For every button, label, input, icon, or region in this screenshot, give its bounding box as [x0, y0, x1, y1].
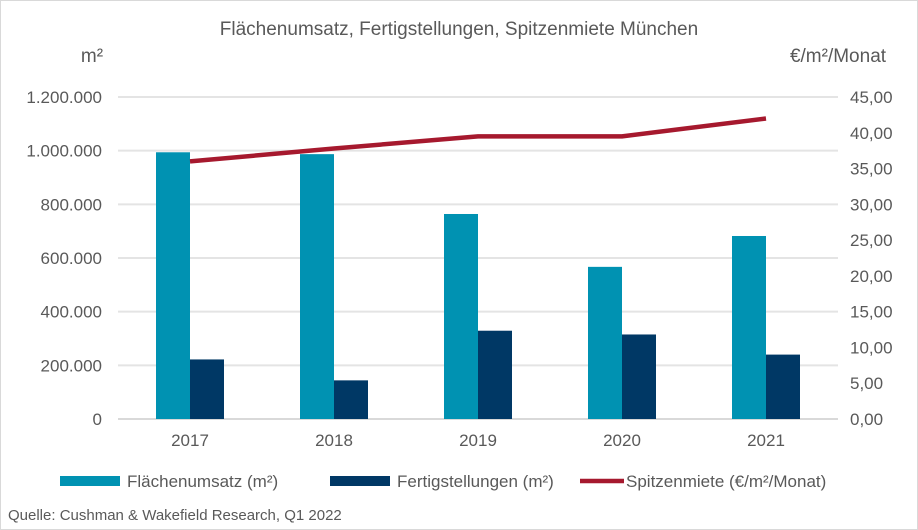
left-tick-label: 400.000 — [41, 303, 102, 322]
category-label: 2021 — [747, 431, 785, 450]
left-axis-label: m² — [81, 46, 103, 67]
bar-fertigstellungen-2019 — [478, 330, 512, 419]
left-tick-label: 200.000 — [41, 356, 102, 375]
category-label: 2019 — [459, 431, 497, 450]
legend-label: Fertigstellungen (m²) — [397, 472, 554, 491]
right-tick-label: 30,00 — [850, 195, 893, 214]
source-note: Quelle: Cushman & Wakefield Research, Q1… — [8, 507, 342, 524]
bar-fertigstellungen-2021 — [766, 354, 800, 419]
legend-swatch — [60, 476, 120, 486]
right-tick-label: 20,00 — [850, 267, 893, 286]
bar-fertigstellungen-2018 — [334, 380, 368, 419]
right-tick-label: 0,00 — [850, 410, 883, 429]
right-tick-label: 10,00 — [850, 338, 893, 357]
bar-flaechenumsatz-2018 — [300, 154, 334, 419]
left-tick-label: 1.000.000 — [26, 142, 102, 161]
line-spitzenmiete — [189, 116, 767, 164]
legend-label: Flächenumsatz (m²) — [127, 472, 278, 491]
legend-label: Spitzenmiete (€/m²/Monat) — [626, 472, 826, 491]
legend-swatch — [330, 476, 390, 486]
bar-fertigstellungen-2020 — [622, 334, 656, 419]
bar-flaechenumsatz-2017 — [156, 152, 190, 419]
category-label: 2017 — [171, 431, 209, 450]
left-tick-label: 600.000 — [41, 249, 102, 268]
right-tick-label: 15,00 — [850, 303, 893, 322]
right-tick-label: 5,00 — [850, 374, 883, 393]
right-axis-label: €/m²/Monat — [790, 46, 887, 67]
right-tick-label: 45,00 — [850, 88, 893, 107]
bar-flaechenumsatz-2020 — [588, 266, 622, 419]
bar-flaechenumsatz-2019 — [444, 213, 478, 419]
bar-flaechenumsatz-2021 — [732, 235, 766, 419]
left-tick-label: 800.000 — [41, 195, 102, 214]
bar-fertigstellungen-2017 — [190, 359, 224, 419]
chart-title: Flächenumsatz, Fertigstellungen, Spitzen… — [220, 19, 698, 40]
category-label: 2018 — [315, 431, 353, 450]
right-tick-label: 35,00 — [850, 160, 893, 179]
left-tick-label: 0 — [93, 410, 102, 429]
category-label: 2020 — [603, 431, 641, 450]
left-tick-label: 1.200.000 — [26, 88, 102, 107]
right-tick-label: 25,00 — [850, 231, 893, 250]
right-tick-label: 40,00 — [850, 124, 893, 143]
